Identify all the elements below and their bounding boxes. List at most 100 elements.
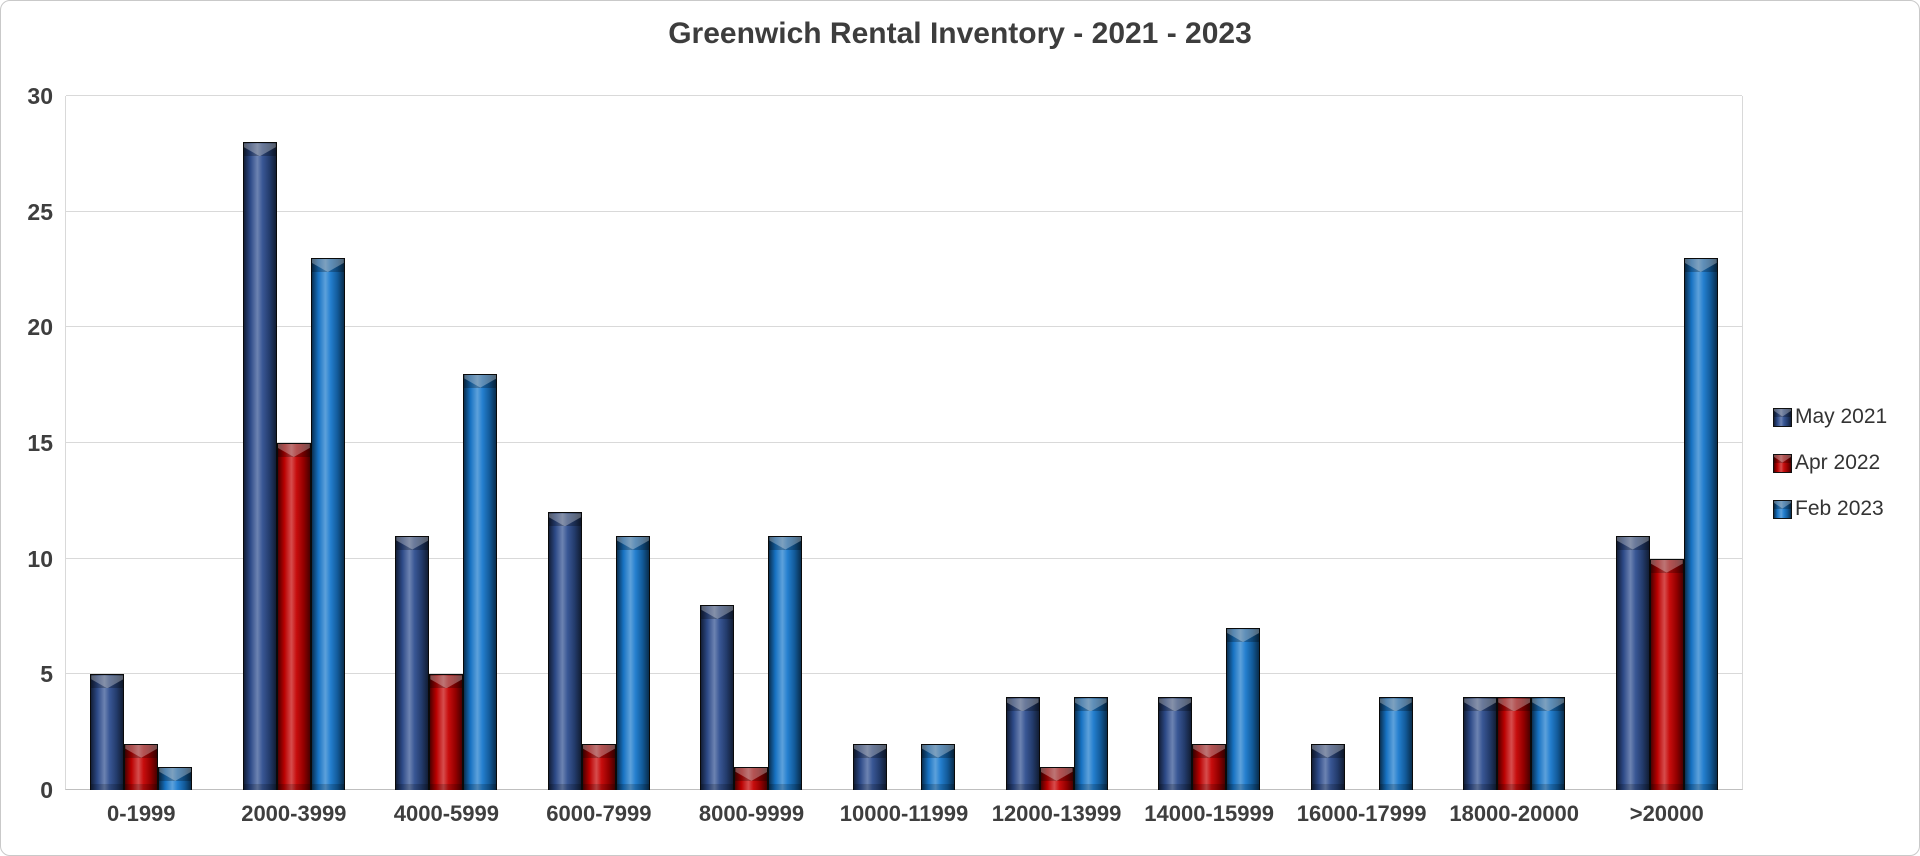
plot-area	[65, 95, 1743, 790]
bar-foot-shadow	[277, 784, 310, 790]
bar-foot-shadow	[1379, 784, 1412, 790]
bar-foot-shadow	[1193, 784, 1226, 790]
bar-foot-shadow	[1227, 784, 1260, 790]
bar-foot-shadow	[769, 784, 802, 790]
bar-cap-shade	[1498, 698, 1531, 712]
legend-label: Feb 2023	[1795, 497, 1884, 520]
x-category-label: 8000-9999	[698, 801, 805, 826]
y-tick-label: 20	[27, 314, 53, 341]
x-axis: 0-1999 2000-3999 4000-5999 6000-7999 8000-99…	[65, 801, 1743, 827]
bar-foot-shadow	[1532, 784, 1565, 790]
bar-feb-2023	[768, 535, 803, 790]
bar-apr-2022	[1497, 697, 1532, 790]
bar-cap-shade	[616, 536, 649, 550]
gridline-25	[66, 210, 1742, 212]
bar-apr-2022	[1649, 558, 1684, 790]
bar-cap-shade	[125, 744, 158, 758]
bar-cap-shade	[396, 536, 429, 550]
bar-cap-shade	[1684, 258, 1717, 272]
bar-apr-2022	[429, 674, 464, 790]
bar-may-2021	[395, 535, 430, 790]
bar-foot-shadow	[243, 784, 276, 790]
y-tick-label: 30	[27, 83, 53, 109]
gridline-20	[66, 326, 1742, 328]
legend-label: Apr 2022	[1795, 451, 1881, 474]
bar-group-0	[65, 96, 218, 790]
x-category-label: 18000-20000	[1449, 801, 1580, 826]
x-category-label: 14000-15999	[1144, 801, 1274, 826]
bar-cap-shade	[464, 374, 497, 388]
bar-cap-shade	[582, 744, 615, 758]
bar-foot-shadow	[922, 784, 954, 790]
bar-groups	[65, 96, 1743, 790]
bar-group-3	[523, 96, 676, 790]
bar-foot-shadow	[396, 784, 429, 790]
bar-foot-shadow	[1311, 784, 1344, 790]
bar-cap-shade	[1379, 698, 1412, 712]
legend-marker-shade	[1774, 408, 1791, 417]
bar-may-2021	[1310, 743, 1345, 790]
bar-feb-2023	[921, 743, 955, 790]
y-tick-label: 10	[27, 545, 53, 572]
bar-cap-shade	[922, 744, 954, 758]
bar-foot-shadow	[582, 784, 615, 790]
bar-may-2021	[242, 142, 277, 790]
bar-apr-2022	[581, 743, 616, 790]
bar-apr-2022	[734, 766, 769, 790]
legend-item-apr-2022: Apr 2022	[1773, 451, 1887, 475]
bar-foot-shadow	[1074, 784, 1107, 790]
bar-feb-2023	[1073, 697, 1108, 790]
bar-cap-shade	[1040, 767, 1073, 781]
bar-foot-shadow	[1684, 784, 1717, 790]
legend-marker	[1773, 453, 1792, 473]
bar-foot-shadow	[125, 784, 158, 790]
bar-feb-2023	[615, 535, 650, 790]
legend-marker	[1773, 499, 1792, 519]
bar-foot-shadow	[548, 784, 581, 790]
legend-item-may-2021: May 2021	[1773, 405, 1887, 429]
bar-apr-2022	[276, 443, 311, 790]
bar-feb-2023	[1226, 628, 1261, 790]
gridline-15	[66, 442, 1742, 443]
legend-item-feb-2023: Feb 2023	[1773, 497, 1887, 521]
legend: May 2021 Apr 2022 Feb 2023	[1773, 405, 1887, 521]
chart-title: Greenwich Rental Inventory - 2021 - 2023	[668, 17, 1252, 50]
x-category-label: 16000-17999	[1296, 801, 1427, 826]
bar-feb-2023	[1378, 697, 1413, 790]
bar-foot-shadow	[616, 784, 649, 790]
bar-group-8	[1285, 96, 1438, 790]
bar-may-2021	[1005, 697, 1040, 790]
bar-cap-shade	[311, 258, 344, 272]
x-category-label: 0-1999	[107, 801, 176, 826]
bar-apr-2022	[1192, 743, 1227, 790]
bar-cap-shade	[430, 675, 463, 689]
y-tick-label: 15	[27, 430, 53, 456]
bar-may-2021	[547, 512, 582, 790]
bar-foot-shadow	[91, 784, 124, 790]
bar-cap-shade	[1227, 629, 1260, 643]
bar-cap-shade	[1193, 744, 1226, 758]
gridline-5	[66, 673, 1742, 675]
bar-foot-shadow	[464, 784, 497, 790]
bar-feb-2023	[1531, 697, 1566, 790]
bar-cap-shade	[701, 605, 734, 619]
bar-feb-2023	[1683, 257, 1718, 790]
bar-group-10	[1590, 96, 1743, 790]
bar-may-2021	[853, 743, 887, 790]
bar-may-2021	[1158, 697, 1193, 790]
x-category-label: 10000-11999	[839, 801, 969, 826]
bar-foot-shadow	[701, 784, 734, 790]
bar-cap-shade	[91, 675, 124, 689]
bar-feb-2023	[158, 766, 193, 790]
bar-group-2	[370, 96, 523, 790]
bar-cap-shade	[277, 444, 310, 457]
bar-may-2021	[700, 604, 735, 790]
legend-marker-highlight	[1774, 454, 1791, 463]
bar-group-7	[1133, 96, 1286, 790]
x-category-label: >20000	[1629, 801, 1704, 826]
bar-cap-shade	[735, 767, 768, 781]
legend-label: May 2021	[1795, 405, 1888, 428]
bar-foot-shadow	[1159, 784, 1192, 790]
bar-foot-shadow	[854, 784, 886, 790]
